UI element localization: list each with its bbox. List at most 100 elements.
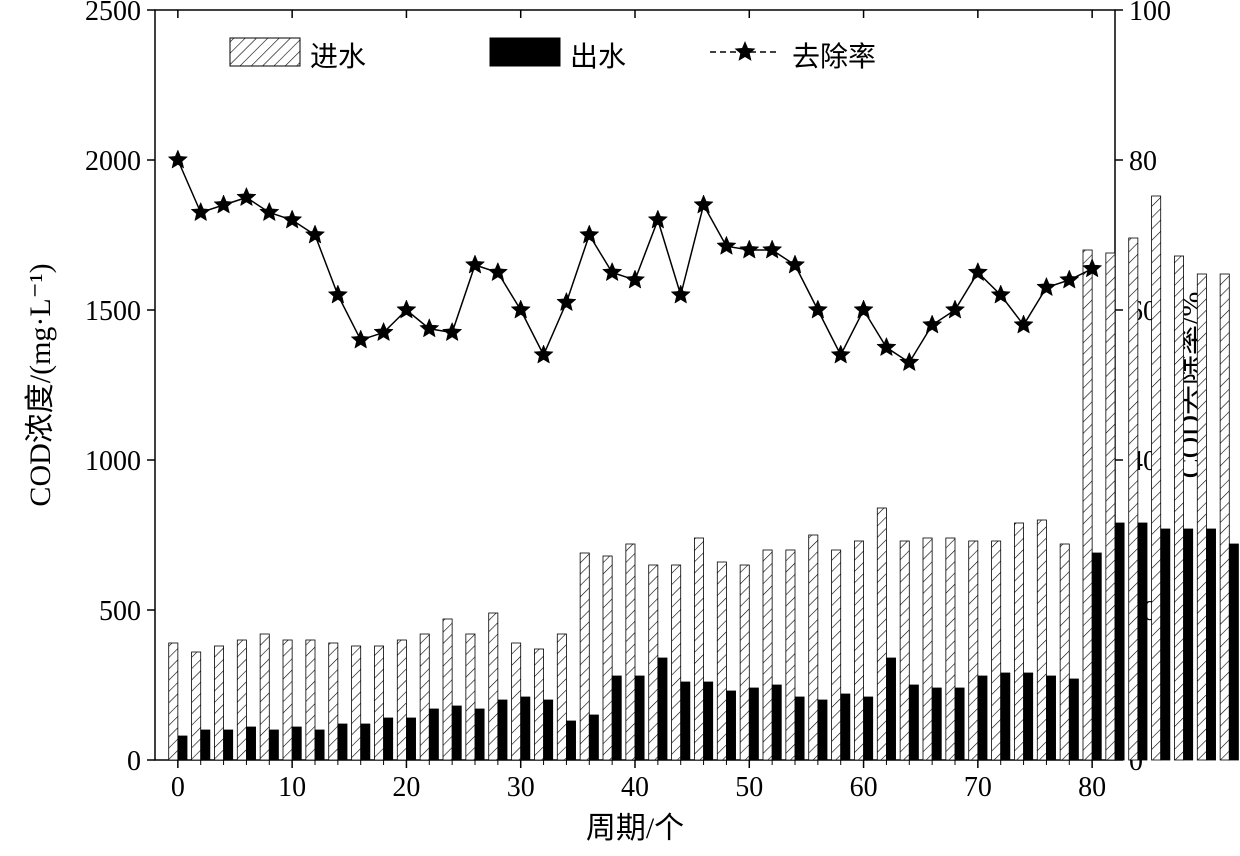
- effluent-bar: [841, 694, 850, 760]
- influent-bar: [992, 541, 1001, 760]
- effluent-bar: [704, 682, 713, 760]
- influent-bar: [443, 619, 452, 760]
- legend-removal-marker: [735, 41, 756, 61]
- removal-marker: [763, 240, 782, 258]
- effluent-bar: [795, 697, 804, 760]
- effluent-bar: [589, 715, 598, 760]
- removal-marker: [168, 150, 187, 168]
- removal-marker: [923, 315, 942, 333]
- influent-bar: [374, 646, 383, 760]
- svg-text:10: 10: [278, 772, 306, 803]
- effluent-bar: [932, 688, 941, 760]
- influent-bar: [809, 535, 818, 760]
- effluent-bar: [475, 709, 484, 760]
- influent-bar: [1037, 520, 1046, 760]
- effluent-bar: [1024, 673, 1033, 760]
- removal-marker: [557, 293, 576, 311]
- influent-bar: [877, 508, 886, 760]
- effluent-bar: [1206, 529, 1215, 760]
- removal-marker: [580, 225, 599, 243]
- removal-marker: [785, 255, 804, 273]
- removal-marker: [1060, 270, 1079, 288]
- influent-bar: [786, 550, 795, 760]
- effluent-bar: [726, 691, 735, 760]
- influent-bar: [603, 556, 612, 760]
- effluent-bar: [544, 700, 553, 760]
- removal-marker: [603, 263, 622, 281]
- removal-marker: [328, 285, 347, 303]
- effluent-bar: [1161, 529, 1170, 760]
- influent-bar: [237, 640, 246, 760]
- removal-marker: [191, 203, 210, 221]
- effluent-bar: [269, 730, 278, 760]
- svg-text:30: 30: [507, 772, 535, 803]
- removal-marker: [854, 300, 873, 318]
- effluent-bar: [521, 697, 530, 760]
- legend-influent-swatch: [230, 38, 300, 66]
- removal-marker: [260, 203, 279, 221]
- svg-text:1500: 1500: [85, 296, 141, 327]
- influent-bar: [420, 634, 429, 760]
- removal-marker: [877, 338, 896, 356]
- influent-bar: [763, 550, 772, 760]
- influent-bar: [352, 646, 361, 760]
- effluent-bar: [1229, 544, 1238, 760]
- svg-text:50: 50: [735, 772, 763, 803]
- removal-marker: [443, 323, 462, 341]
- influent-bar: [854, 541, 863, 760]
- influent-bar: [717, 562, 726, 760]
- influent-bar: [923, 538, 932, 760]
- influent-bar: [466, 634, 475, 760]
- svg-text:0: 0: [127, 746, 141, 777]
- effluent-bar: [1001, 673, 1010, 760]
- influent-bar: [260, 634, 269, 760]
- svg-text:500: 500: [99, 596, 141, 627]
- influent-bar: [969, 541, 978, 760]
- svg-text:100: 100: [1129, 0, 1171, 27]
- removal-line: [178, 160, 1092, 363]
- effluent-bar: [886, 658, 895, 760]
- svg-text:60: 60: [850, 772, 878, 803]
- effluent-bar: [224, 730, 233, 760]
- effluent-bar: [452, 706, 461, 760]
- influent-bar: [1014, 523, 1023, 760]
- effluent-bar: [315, 730, 324, 760]
- removal-marker: [900, 353, 919, 371]
- effluent-bar: [178, 736, 187, 760]
- influent-bar: [283, 640, 292, 760]
- effluent-bar: [955, 688, 964, 760]
- influent-bar: [672, 565, 681, 760]
- influent-bar: [192, 652, 201, 760]
- svg-text:周期/个: 周期/个: [586, 812, 684, 845]
- influent-bar: [900, 541, 909, 760]
- legend-effluent-label: 出水: [570, 41, 626, 73]
- influent-bar: [1129, 238, 1138, 760]
- removal-marker: [717, 236, 736, 254]
- removal-marker: [648, 210, 667, 228]
- removal-marker: [351, 330, 370, 348]
- influent-bar: [1083, 250, 1092, 760]
- effluent-bar: [1115, 523, 1124, 760]
- svg-text:80: 80: [1129, 146, 1157, 177]
- removal-marker: [237, 188, 256, 206]
- removal-marker: [671, 285, 690, 303]
- effluent-bar: [909, 685, 918, 760]
- influent-bar: [557, 634, 566, 760]
- removal-marker: [1037, 278, 1056, 296]
- effluent-bar: [1138, 523, 1147, 760]
- effluent-bar: [292, 727, 301, 760]
- influent-bar: [740, 565, 749, 760]
- influent-bar: [832, 550, 841, 760]
- svg-text:1000: 1000: [85, 446, 141, 477]
- influent-bar: [512, 643, 521, 760]
- influent-bar: [1197, 274, 1206, 760]
- influent-bar: [1220, 274, 1229, 760]
- influent-bar: [1106, 253, 1115, 760]
- removal-marker: [808, 300, 827, 318]
- influent-bar: [1174, 256, 1183, 760]
- effluent-bar: [384, 718, 393, 760]
- effluent-bar: [1092, 553, 1101, 760]
- removal-marker: [214, 195, 233, 213]
- effluent-bar: [978, 676, 987, 760]
- effluent-bar: [338, 724, 347, 760]
